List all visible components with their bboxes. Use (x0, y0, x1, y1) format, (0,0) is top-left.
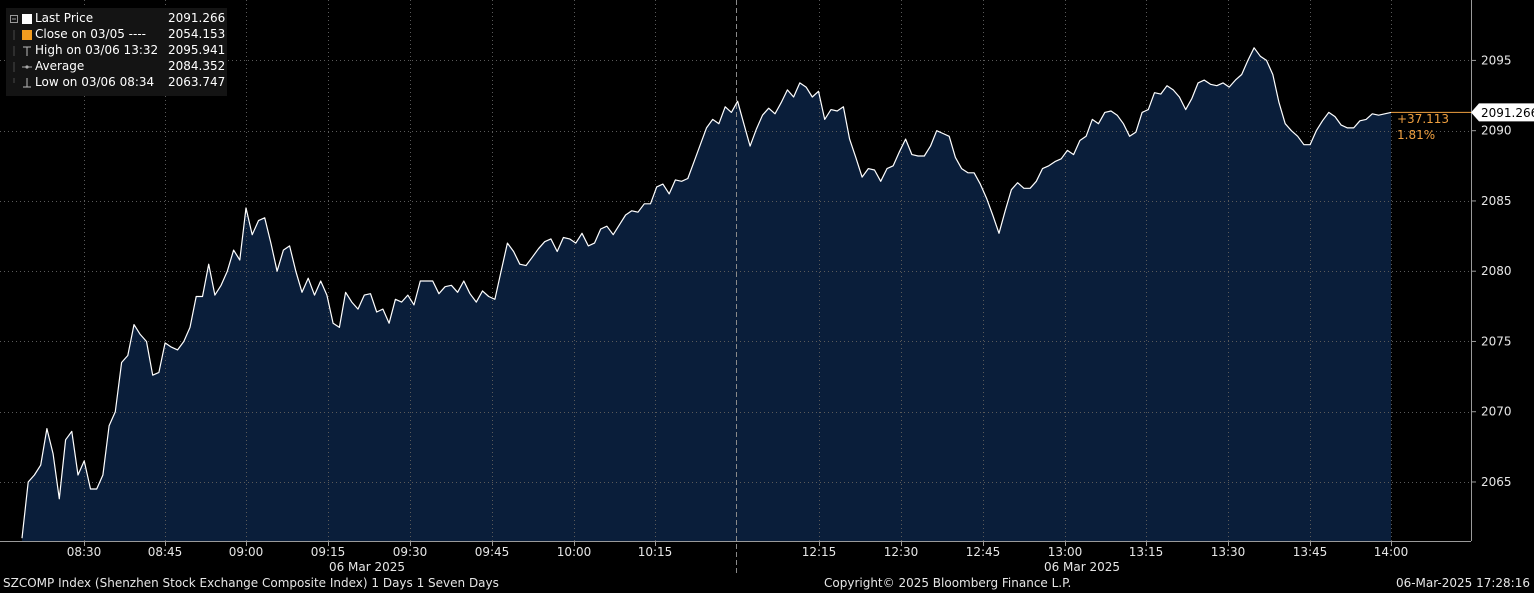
x-date-label: 06 Mar 2025 (1044, 560, 1120, 574)
x-tick-label: 09:15 (311, 545, 346, 559)
x-tick-label: 08:45 (148, 545, 183, 559)
chart-legend: Last Price 2091.266 Close on 03/05 ---- … (6, 8, 227, 96)
legend-minus-icon (10, 15, 18, 23)
x-tick-label: 09:00 (229, 545, 264, 559)
legend-value: 2063.747 (168, 75, 226, 89)
legend-label: Close on 03/05 ---- (35, 27, 146, 41)
y-tick-label: 2095 (1481, 53, 1512, 67)
y-tick-label: 2085 (1481, 194, 1512, 208)
x-tick-label: 08:30 (67, 545, 102, 559)
x-tick-label: 12:15 (802, 545, 837, 559)
average-marker-icon (22, 65, 32, 69)
legend-swatch-close (22, 30, 32, 40)
legend-label: High on 03/06 13:32 (35, 43, 159, 57)
legend-tree-line-icon (13, 46, 15, 56)
x-tick-label: 09:45 (475, 545, 510, 559)
legend-low: Low on 03/06 08:34 2063.747 (10, 75, 225, 91)
legend-close: Close on 03/05 ---- 2054.153 (10, 27, 225, 43)
x-tick-label: 13:30 (1211, 545, 1246, 559)
x-tick-label: 13:00 (1048, 545, 1083, 559)
legend-tree-line-icon (13, 62, 15, 72)
change-percent-label: 1.81% (1397, 128, 1435, 142)
x-tick-label: 13:45 (1293, 545, 1328, 559)
x-date-label: 06 Mar 2025 (329, 560, 405, 574)
x-tick-label: 10:00 (557, 545, 592, 559)
legend-average: Average 2084.352 (10, 59, 225, 75)
legend-label: Low on 03/06 08:34 (35, 75, 155, 89)
legend-value: 2095.941 (168, 43, 226, 57)
price-area (22, 47, 1391, 542)
price-line (21, 47, 1392, 539)
y-tick-label: 2075 (1481, 334, 1512, 348)
high-marker-icon (23, 46, 31, 56)
y-tick-label: 2065 (1481, 475, 1512, 489)
legend-high: High on 03/06 13:32 2095.941 (10, 43, 225, 59)
y-tick-label: 2080 (1481, 264, 1512, 278)
legend-value: 2091.266 (168, 11, 226, 25)
last-price-tag (1471, 103, 1534, 122)
x-tick-label: 14:00 (1374, 545, 1409, 559)
legend-value: 2084.352 (168, 59, 226, 73)
last-price-label: 2091.266 (1481, 106, 1534, 120)
legend-value: 2054.153 (168, 27, 226, 41)
legend-tree-line-icon (13, 30, 15, 40)
x-tick-label: 12:30 (884, 545, 919, 559)
change-value-label: +37.113 (1397, 112, 1449, 126)
x-tick-label: 13:15 (1129, 545, 1164, 559)
legend-swatch-last-price (22, 14, 32, 24)
x-tick-label: 09:30 (393, 545, 428, 559)
legend-label: Average (35, 59, 85, 73)
x-tick-label: 12:45 (966, 545, 1001, 559)
footer-index-description: SZCOMP Index (Shenzhen Stock Exchange Co… (3, 576, 499, 590)
footer-copyright: Copyright© 2025 Bloomberg Finance L.P. (824, 576, 1072, 590)
legend-tree-end-icon (13, 78, 15, 83)
y-tick-label: 2090 (1481, 124, 1512, 138)
legend-last-price: Last Price 2091.266 (10, 11, 225, 27)
y-tick-label: 2070 (1481, 405, 1512, 419)
low-marker-icon (23, 78, 31, 88)
footer-timestamp: 06-Mar-2025 17:28:16 (1395, 576, 1530, 590)
legend-label: Last Price (35, 11, 94, 25)
x-tick-label: 10:15 (638, 545, 673, 559)
